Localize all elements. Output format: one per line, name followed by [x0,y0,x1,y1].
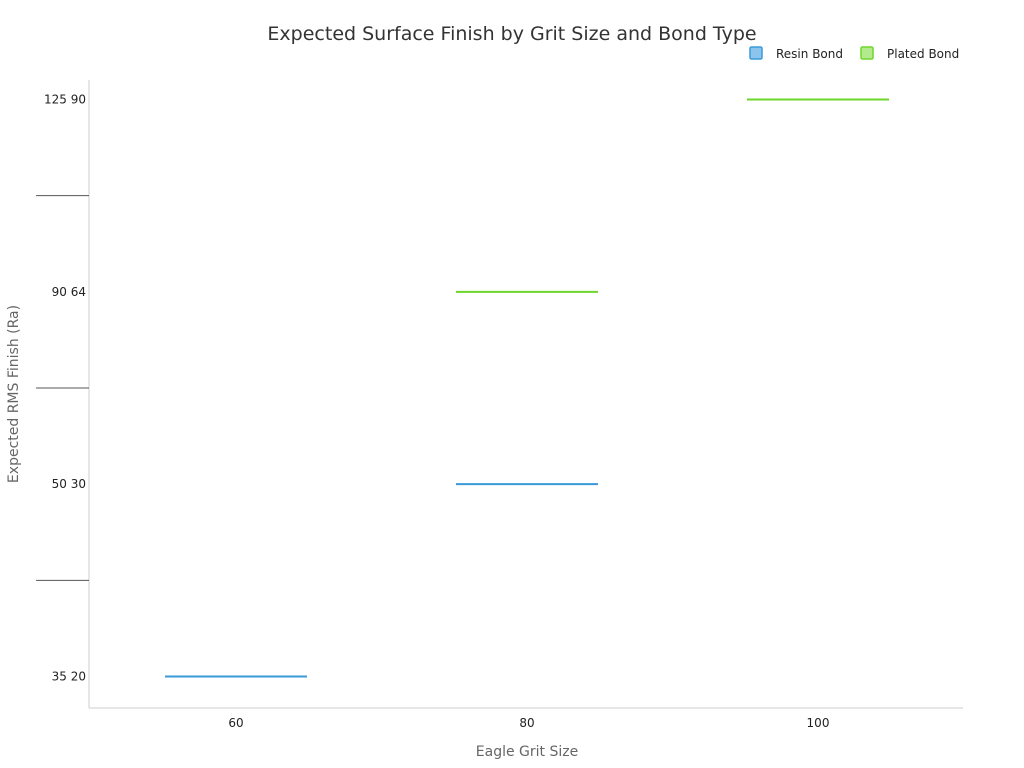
legend-item: Resin Bond [749,46,843,61]
legend-item: Plated Bond [860,46,959,61]
y-band-separators [36,195,89,581]
x-tick-labels: 60 80 100 [228,716,829,730]
y-tick-label: 90 64 [52,285,86,299]
legend-label: Resin Bond [776,47,843,61]
legend-label: Plated Bond [887,47,959,61]
legend-swatch [860,46,874,60]
y-tick-label: 50 30 [52,477,86,491]
y-axis-title: Expected RMS Finish (Ra) [6,305,22,483]
legend: Resin Bond Plated Bond [749,46,959,61]
y-tick-label: 125 90 [44,93,86,107]
x-tick-label: 80 [519,716,534,730]
x-tick-label: 60 [228,716,243,730]
y-tick-labels: 35 20 50 30 90 64 125 90 [44,93,86,684]
data-marks [165,98,889,678]
chart-title: Expected Surface Finish by Grit Size and… [267,23,756,45]
legend-swatch [749,46,763,60]
y-tick-label: 35 20 [52,670,86,684]
x-tick-label: 100 [807,716,830,730]
x-axis-title: Eagle Grit Size [476,744,578,760]
